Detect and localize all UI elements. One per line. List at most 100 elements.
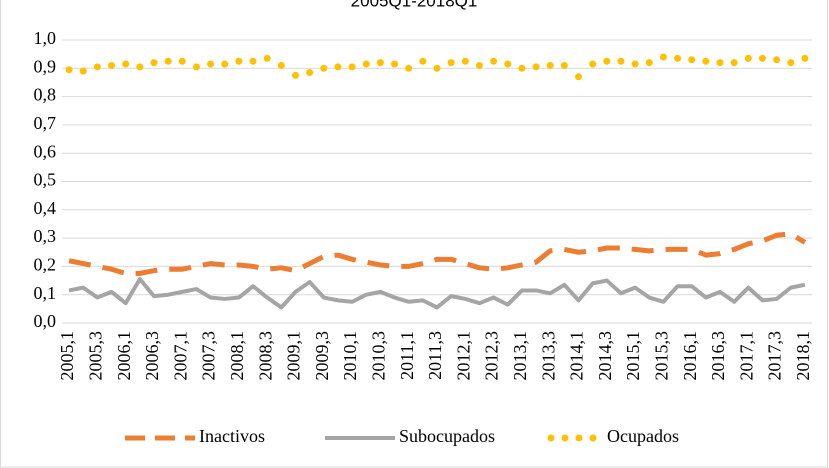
data-point (419, 57, 427, 65)
x-tick-label: 2009,3 (312, 331, 332, 381)
x-tick-label: 2005,1 (57, 331, 77, 381)
y-tick-label: 0,1 (34, 283, 57, 303)
data-point (291, 71, 299, 79)
data-point (560, 61, 568, 69)
x-tick-label: 2014,1 (567, 331, 587, 381)
x-tick-label: 2010,3 (369, 331, 389, 381)
data-point (603, 57, 611, 65)
data-point (207, 60, 215, 68)
chart-title: 2005Q1-2018Q1 (351, 0, 478, 10)
legend-swatch (561, 434, 569, 442)
data-point (348, 63, 356, 71)
series-line (68, 231, 807, 276)
legend-swatch (589, 434, 597, 442)
data-point (433, 64, 441, 72)
data-point (447, 59, 455, 67)
y-tick-label: 0,7 (34, 113, 57, 133)
y-tick-label: 0,5 (34, 170, 57, 190)
data-point (645, 59, 653, 67)
data-point (702, 57, 710, 65)
data-point (532, 63, 540, 71)
data-point (362, 60, 370, 68)
x-tick-label: 2006,1 (114, 331, 134, 381)
data-point (773, 56, 781, 64)
y-tick-label: 0,3 (34, 226, 57, 246)
data-point (65, 66, 73, 74)
data-point (688, 56, 696, 64)
x-tick-label: 2013,3 (538, 331, 558, 381)
y-tick-label: 0,4 (34, 198, 57, 218)
x-tick-label: 2007,1 (170, 331, 190, 381)
data-point (221, 60, 229, 68)
y-tick-label: 0,2 (34, 255, 57, 275)
x-tick-label: 2007,3 (199, 331, 219, 381)
data-point (93, 63, 101, 71)
data-point (263, 54, 271, 62)
data-point (136, 63, 144, 71)
data-point (801, 54, 809, 62)
x-tick-label: 2015,1 (623, 331, 643, 381)
legend-label: Inactivos (199, 426, 265, 446)
data-point (730, 59, 738, 67)
data-point (150, 59, 158, 67)
data-point (235, 57, 243, 65)
data-point (631, 60, 639, 68)
x-tick-label: 2017,3 (765, 331, 785, 381)
data-point (518, 64, 526, 72)
data-point (192, 63, 200, 71)
data-point (659, 53, 667, 61)
data-point (405, 64, 413, 72)
data-point (376, 59, 384, 67)
x-tick-label: 2014,3 (595, 331, 615, 381)
legend-label: Subocupados (399, 426, 495, 446)
data-point (787, 59, 795, 67)
y-tick-label: 0,6 (34, 141, 57, 161)
data-point (475, 61, 483, 69)
x-tick-label: 2009,1 (284, 331, 304, 381)
data-point (391, 60, 399, 68)
data-point (744, 54, 752, 62)
x-tick-label: 2011,3 (425, 331, 445, 380)
data-point (504, 60, 512, 68)
y-tick-label: 0,9 (34, 56, 57, 76)
data-point (320, 64, 328, 72)
data-point (108, 61, 116, 69)
x-tick-label: 2012,3 (482, 331, 502, 381)
x-tick-label: 2008,1 (227, 331, 247, 381)
legend-swatch (547, 434, 555, 442)
legend-swatch (575, 434, 583, 442)
x-tick-label: 2016,1 (680, 331, 700, 381)
data-point (122, 60, 130, 68)
x-tick-label: 2010,1 (340, 331, 360, 381)
data-point (674, 54, 682, 62)
legend-label: Ocupados (607, 426, 679, 446)
data-point (589, 60, 597, 68)
data-point (178, 57, 186, 65)
data-point (79, 67, 87, 75)
x-tick-label: 2016,3 (708, 331, 728, 381)
x-tick-label: 2013,1 (510, 331, 530, 381)
data-point (249, 57, 257, 65)
x-tick-label: 2012,1 (453, 331, 473, 381)
data-point (164, 57, 172, 65)
data-point (461, 57, 469, 65)
y-tick-label: 1,0 (34, 28, 57, 48)
x-tick-label: 2015,3 (652, 331, 672, 381)
data-point (617, 57, 625, 65)
x-tick-label: 2018,1 (793, 331, 813, 381)
x-tick-label: 2006,3 (142, 331, 162, 381)
data-point (758, 54, 766, 62)
y-tick-label: 0,0 (34, 311, 57, 331)
data-point (277, 61, 285, 69)
x-tick-label: 2008,3 (255, 331, 275, 381)
data-point (575, 73, 583, 81)
series-line (68, 277, 806, 310)
data-point (546, 61, 554, 69)
data-point (306, 69, 314, 77)
x-tick-label: 2011,1 (397, 331, 417, 380)
data-point (716, 59, 724, 67)
x-tick-label: 2017,1 (736, 331, 756, 381)
x-tick-label: 2005,3 (86, 331, 106, 381)
